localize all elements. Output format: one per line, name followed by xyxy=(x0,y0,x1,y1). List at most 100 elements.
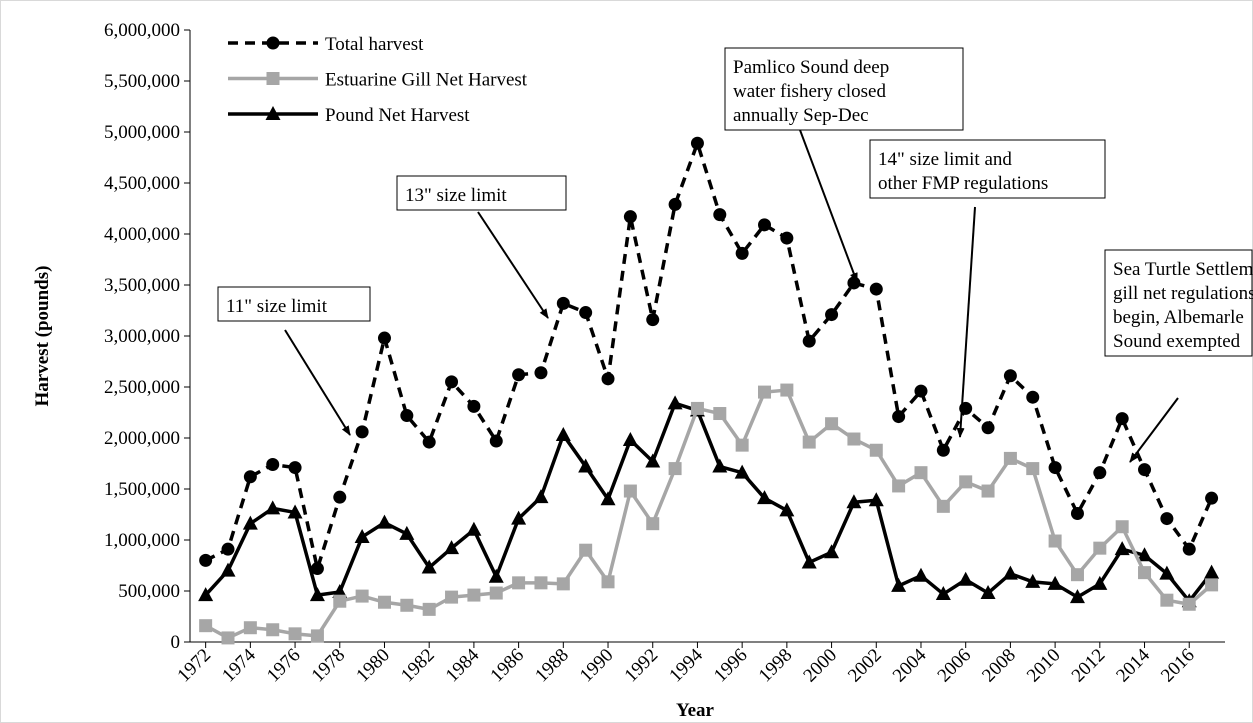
point xyxy=(847,276,861,290)
point xyxy=(869,282,883,296)
point xyxy=(1138,463,1152,477)
point xyxy=(622,432,638,447)
point xyxy=(1160,593,1174,607)
point xyxy=(981,421,995,435)
point xyxy=(668,197,682,211)
y-tick-label: 5,000,000 xyxy=(104,122,180,143)
point xyxy=(556,296,570,310)
point xyxy=(287,504,303,519)
point xyxy=(958,571,974,586)
point xyxy=(199,553,213,567)
annotation-text: Sound exempted xyxy=(1113,331,1241,352)
point xyxy=(667,395,683,410)
point xyxy=(1138,566,1152,580)
annotation-text: 14" size limit and xyxy=(878,149,1012,170)
point xyxy=(601,372,615,386)
annotation-text: begin, Albemarle xyxy=(1113,307,1244,328)
legend-marker xyxy=(265,106,281,120)
point xyxy=(511,510,527,525)
point xyxy=(758,385,772,399)
point xyxy=(1048,461,1062,475)
point xyxy=(221,542,235,556)
point xyxy=(199,619,213,633)
point xyxy=(891,577,907,592)
point xyxy=(914,384,928,398)
point xyxy=(1093,541,1107,555)
point xyxy=(310,562,324,576)
point xyxy=(578,458,594,473)
point xyxy=(1003,369,1017,383)
point xyxy=(555,426,571,441)
y-tick-label: 4,000,000 xyxy=(104,224,180,245)
point xyxy=(422,435,436,449)
point xyxy=(377,331,391,345)
point xyxy=(959,475,973,489)
annotation-text: Pamlico Sound deep xyxy=(733,57,889,78)
point xyxy=(825,308,839,322)
point xyxy=(780,383,794,397)
annotation-text: Sea Turtle Settlement xyxy=(1113,259,1253,280)
series-line xyxy=(204,141,1214,571)
point xyxy=(400,598,414,612)
point xyxy=(512,368,526,382)
point xyxy=(266,623,280,637)
point xyxy=(847,432,861,446)
point xyxy=(690,401,704,415)
point xyxy=(242,515,258,530)
point xyxy=(467,399,481,413)
legend-marker xyxy=(266,36,280,50)
y-tick-label: 5,500,000 xyxy=(104,71,180,92)
point xyxy=(936,443,950,457)
point xyxy=(1069,589,1085,604)
point xyxy=(198,587,214,602)
point xyxy=(422,602,436,616)
point xyxy=(399,525,415,540)
point xyxy=(534,366,548,380)
annotation-text: 13" size limit xyxy=(405,185,507,206)
point xyxy=(1137,547,1153,562)
point xyxy=(758,218,772,232)
annotation-box xyxy=(217,286,371,322)
point xyxy=(309,587,325,602)
point xyxy=(868,492,884,507)
y-tick-label: 1,500,000 xyxy=(104,479,180,500)
point xyxy=(690,136,704,150)
point xyxy=(1026,462,1040,476)
point xyxy=(445,590,459,604)
point xyxy=(533,489,549,504)
point xyxy=(824,544,840,559)
point xyxy=(1182,597,1196,611)
point xyxy=(892,479,906,493)
point xyxy=(892,410,906,424)
y-tick-label: 4,500,000 xyxy=(104,173,180,194)
point xyxy=(221,631,235,645)
annotation-text: other FMP regulations xyxy=(878,173,1048,194)
point xyxy=(780,231,794,245)
point xyxy=(846,494,862,509)
point xyxy=(623,484,637,498)
annotation-text: 11" size limit xyxy=(226,296,328,317)
point xyxy=(1070,506,1084,520)
point xyxy=(1002,565,1018,580)
point xyxy=(556,577,570,591)
point xyxy=(1047,575,1063,590)
point xyxy=(936,499,950,513)
point xyxy=(243,621,257,635)
point xyxy=(1003,451,1017,465)
y-tick-label: 3,500,000 xyxy=(104,275,180,296)
point xyxy=(914,466,928,480)
point xyxy=(1205,491,1219,505)
point xyxy=(444,540,460,555)
y-tick-label: 2,000,000 xyxy=(104,428,180,449)
point xyxy=(913,567,929,582)
point xyxy=(512,576,526,590)
annotation-text: gill net regulations xyxy=(1113,283,1253,304)
point xyxy=(802,334,816,348)
series-line xyxy=(204,401,1213,603)
point xyxy=(355,589,369,603)
point xyxy=(735,438,749,452)
point xyxy=(266,458,280,472)
annotation-text: annually Sep-Dec xyxy=(733,105,869,126)
series-line xyxy=(204,388,1213,640)
